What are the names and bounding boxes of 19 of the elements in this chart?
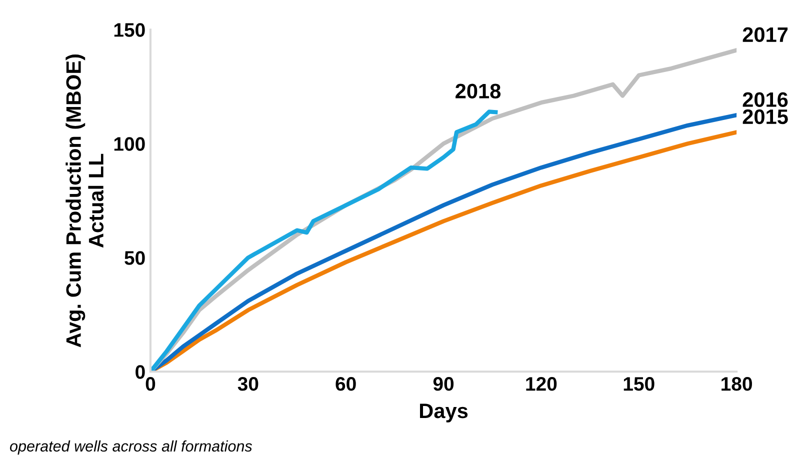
x-tick-label: 90 xyxy=(433,377,454,391)
x-axis-title: Days xyxy=(420,404,468,422)
line-series xyxy=(150,110,498,372)
y-axis-title: Avg. Cum Production (MBOE) Actual LL xyxy=(66,54,104,348)
y-tick-label: 50 xyxy=(124,251,145,265)
x-tick-label: 30 xyxy=(238,377,258,391)
series-label: 2015 xyxy=(742,109,788,124)
series-label: 2018 xyxy=(456,84,501,98)
series-label: 2017 xyxy=(742,27,788,42)
text: operated wells across all formations xyxy=(10,440,252,455)
y-tick-label: 150 xyxy=(114,23,145,37)
x-tick-label: 0 xyxy=(146,377,156,391)
x-tick-label: 120 xyxy=(526,377,557,391)
x-tick-label: 60 xyxy=(336,377,356,391)
y-tick-label: 100 xyxy=(114,137,145,151)
x-tick-label: 180 xyxy=(722,377,752,391)
x-tick-label: 150 xyxy=(624,377,654,391)
y-tick-label: 0 xyxy=(136,365,145,379)
series-label: 2016 xyxy=(742,92,788,108)
